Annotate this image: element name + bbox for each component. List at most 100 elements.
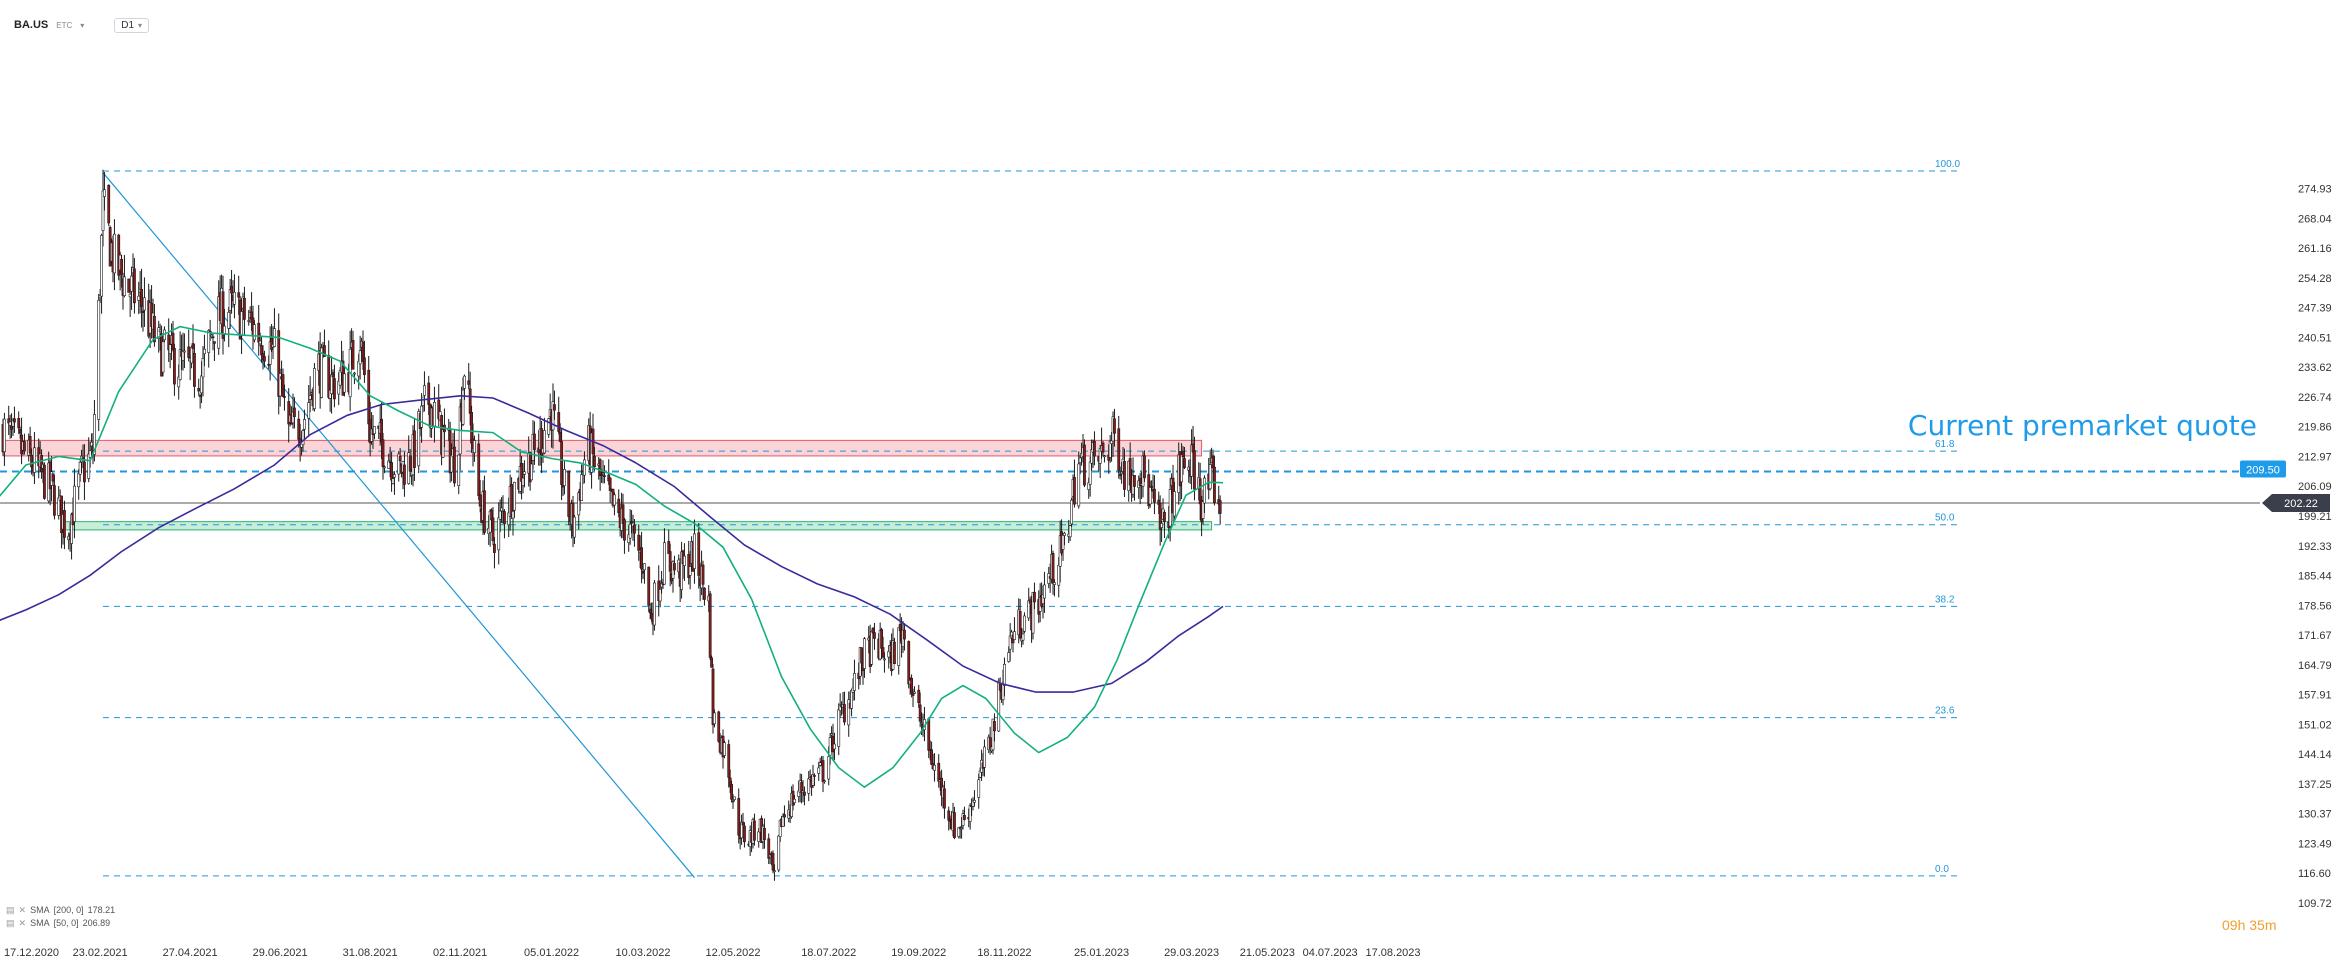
candle-up: [103, 189, 106, 197]
candle-down: [191, 343, 195, 349]
candle-up: [190, 346, 193, 364]
candle-down: [293, 407, 296, 417]
candle-up: [628, 523, 632, 539]
candle-up: [777, 835, 781, 871]
candle-down: [1123, 461, 1126, 490]
candle-down: [763, 827, 766, 841]
candle-up: [853, 673, 856, 691]
candle-down: [937, 762, 941, 782]
list-icon[interactable]: ▤: [6, 905, 15, 915]
candle-up: [3, 418, 6, 452]
candle-down: [1118, 474, 1122, 476]
candle-up: [181, 351, 185, 361]
trendline-layer: [102, 172, 695, 878]
candle-up: [353, 372, 356, 375]
candle-down: [1128, 458, 1132, 486]
candle-up: [338, 370, 342, 386]
candle-up: [733, 796, 736, 800]
timeframe-selector[interactable]: D1 ▾: [114, 17, 150, 33]
chevron-down-icon[interactable]: ▾: [80, 20, 85, 30]
candle-down: [13, 418, 16, 423]
candle-up: [123, 276, 126, 296]
candle-up: [643, 563, 646, 571]
candle-down: [647, 566, 651, 606]
candle-up: [258, 340, 262, 345]
candle-down: [1218, 500, 1222, 514]
candle-up: [833, 743, 836, 750]
legend-params: [200, 0]: [53, 905, 84, 915]
candle-down: [367, 369, 371, 425]
legend-value: 178.21: [87, 905, 116, 915]
candle-up: [497, 517, 501, 551]
symbol-label[interactable]: BA.US: [14, 19, 49, 31]
candle-down: [860, 647, 863, 664]
candle-down: [540, 428, 543, 456]
candle-up: [423, 385, 426, 396]
candle-down: [491, 517, 495, 542]
candle-down: [1033, 591, 1036, 603]
timeframe-label: D1: [121, 19, 135, 31]
legend-row-sma50[interactable]: ▤ ✕ SMA [50, 0] 206.89: [6, 917, 115, 930]
y-tick-label: 137.25: [2298, 779, 2332, 791]
candle-down: [1083, 444, 1086, 486]
candle-up: [421, 396, 425, 407]
candle-up: [463, 375, 466, 389]
candle-up: [201, 358, 205, 378]
candle-down: [141, 310, 145, 313]
candle-up: [983, 746, 986, 768]
candle-down: [467, 380, 471, 385]
candle-down: [483, 490, 486, 533]
y-tick-label: 123.49: [2298, 838, 2332, 850]
candle-up: [613, 494, 616, 506]
y-tick-label: 116.60: [2298, 868, 2331, 880]
y-tick-label: 226.74: [2298, 392, 2332, 404]
candle-down: [381, 439, 385, 467]
candle-up: [158, 329, 162, 332]
candle-up: [77, 473, 81, 488]
candle-down: [510, 484, 513, 516]
candle-up: [773, 870, 776, 872]
x-tick-label: 29.03.2023: [1164, 947, 1219, 959]
legend-params: [50, 0]: [53, 918, 79, 928]
candle-down: [198, 395, 202, 397]
candle-up: [70, 514, 73, 544]
candle-up: [1023, 615, 1026, 632]
candle-down: [943, 788, 946, 809]
x-tick-label: 17.08.2023: [1365, 947, 1420, 959]
candle-up: [450, 454, 453, 473]
candle-down: [1150, 486, 1153, 488]
close-icon[interactable]: ✕: [18, 918, 27, 928]
candle-up: [498, 510, 502, 520]
candle-up: [417, 411, 421, 467]
close-icon[interactable]: ✕: [18, 905, 27, 915]
candle-down: [187, 346, 191, 358]
candle-up: [1013, 631, 1016, 640]
y-tick-label: 240.51: [2298, 332, 2332, 344]
legend-row-sma200[interactable]: ▤ ✕ SMA [200, 0] 178.21: [6, 904, 115, 917]
candle-down: [363, 357, 366, 376]
candle-up: [973, 799, 976, 803]
candle-down: [673, 563, 676, 571]
candle-down: [608, 477, 612, 491]
candle-up: [837, 709, 841, 747]
candle-up: [1007, 652, 1011, 662]
candle-down: [640, 547, 643, 570]
list-icon[interactable]: ▤: [6, 918, 15, 928]
candle-up: [663, 542, 666, 585]
candle-up: [93, 414, 96, 455]
candle-up: [870, 630, 873, 665]
candle-up: [313, 368, 316, 409]
candle-up: [1061, 535, 1065, 550]
candle-up: [1057, 564, 1061, 586]
candle-down: [1018, 611, 1022, 639]
fib-level-label: 61.8: [1935, 439, 1955, 450]
candle-down: [783, 814, 786, 818]
candle-up: [240, 311, 243, 337]
candle-up: [913, 691, 916, 694]
candle-down: [173, 348, 176, 385]
candle-up: [207, 330, 211, 353]
timer-minutes: 35: [2249, 917, 2265, 933]
candle-down: [283, 396, 286, 398]
support-zone: [62, 521, 1213, 531]
